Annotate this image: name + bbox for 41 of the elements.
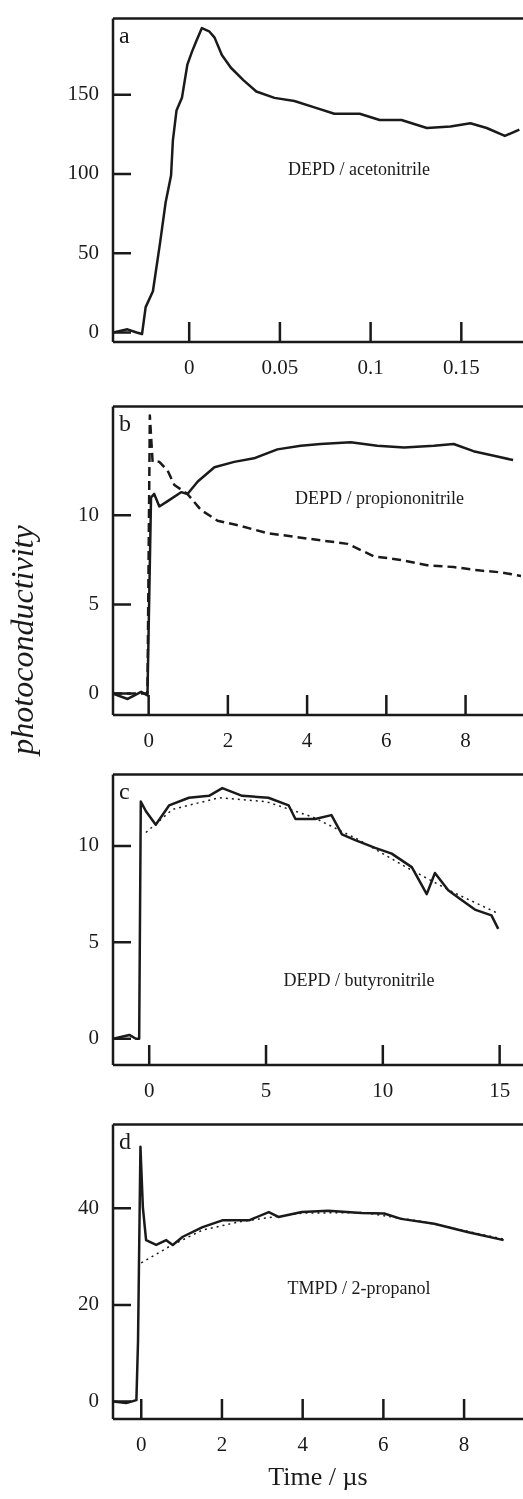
annotation: DEPD / acetonitrile: [288, 159, 430, 180]
x-tick-label: 2: [222, 728, 234, 753]
x-tick-label: 10: [372, 1078, 394, 1103]
y-tick-label: 0: [88, 1025, 99, 1050]
annotation: a: [119, 21, 130, 48]
annotation: DEPD / butyronitrile: [283, 969, 435, 990]
x-tick-label: 0.05: [261, 355, 299, 380]
y-tick-label: 10: [78, 501, 99, 526]
x-tick-label: 5: [260, 1078, 272, 1103]
y-tick-label: 40: [78, 1194, 99, 1219]
annotation: c: [119, 777, 130, 804]
x-axis-title: Time / µs: [267, 1462, 369, 1492]
x-tick-label: 15: [489, 1078, 511, 1103]
y-tick-label: 20: [78, 1291, 99, 1316]
x-tick-label: 4: [301, 728, 313, 753]
x-tick-label: 4: [297, 1432, 309, 1457]
x-tick-label: 0.15: [442, 355, 480, 380]
y-tick-label: 50: [78, 239, 99, 264]
y-tick-label: 0: [88, 1388, 99, 1413]
y-tick-label: 5: [88, 928, 99, 953]
y-tick-label: 5: [88, 590, 99, 615]
x-tick-label: 8: [458, 1432, 470, 1457]
x-tick-label: 0: [143, 1078, 155, 1103]
y-tick-label: 0: [88, 680, 99, 705]
x-tick-label: 2: [216, 1432, 228, 1457]
annotation: b: [119, 409, 131, 436]
x-tick-label: 0: [183, 355, 195, 380]
y-axis-title: photoconductivity: [3, 525, 41, 755]
x-tick-label: 0: [143, 728, 154, 753]
x-tick-label: 8: [460, 728, 471, 753]
y-tick-label: 150: [67, 81, 99, 106]
annotation: TMPD / 2-propanol: [287, 1278, 431, 1299]
y-tick-label: 0: [88, 319, 99, 343]
x-tick-label: 6: [378, 1432, 389, 1457]
y-tick-label: 100: [67, 160, 99, 185]
x-tick-label: 0: [136, 1432, 147, 1457]
x-tick-label: 6: [381, 728, 392, 753]
y-tick-label: 10: [78, 832, 99, 857]
x-tick-label: 0.1: [357, 355, 384, 380]
annotation: DEPD / propiononitrile: [295, 487, 464, 508]
annotation: d: [119, 1127, 131, 1154]
